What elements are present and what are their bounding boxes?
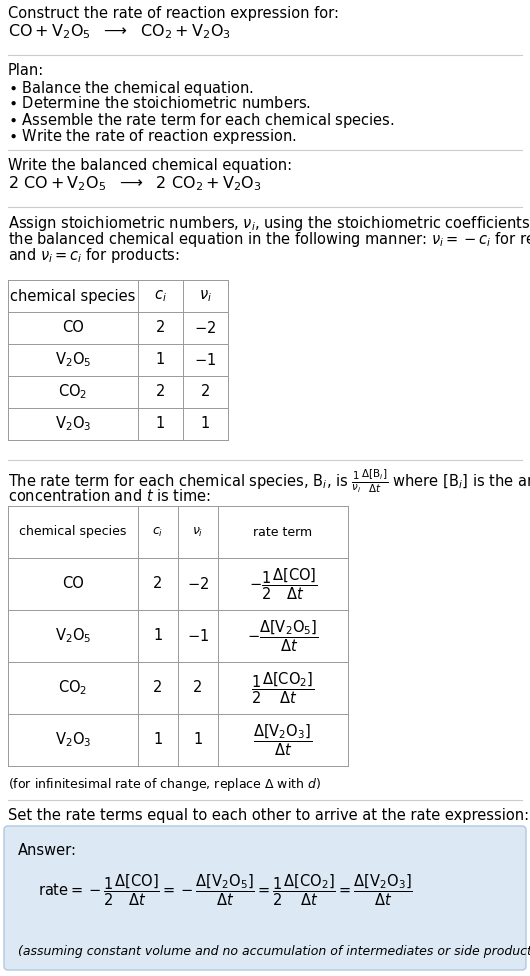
Text: 1: 1 xyxy=(193,733,202,748)
Text: $\dfrac{1}{2}\dfrac{\Delta[\mathrm{CO_2}]}{\Delta t}$: $\dfrac{1}{2}\dfrac{\Delta[\mathrm{CO_2}… xyxy=(251,671,315,706)
Text: 2: 2 xyxy=(153,577,163,591)
Text: chemical species: chemical species xyxy=(19,525,127,539)
Text: V$_2$O$_5$: V$_2$O$_5$ xyxy=(55,350,91,369)
Text: $\mathrm{rate} = -\dfrac{1}{2}\dfrac{\Delta[\mathrm{CO}]}{\Delta t} = -\dfrac{\D: $\mathrm{rate} = -\dfrac{1}{2}\dfrac{\De… xyxy=(38,872,413,908)
Text: rate term: rate term xyxy=(253,525,313,539)
Text: and $\nu_i = c_i$ for products:: and $\nu_i = c_i$ for products: xyxy=(8,246,180,265)
Text: $c_i$: $c_i$ xyxy=(152,525,164,539)
Text: $\bullet$ Balance the chemical equation.: $\bullet$ Balance the chemical equation. xyxy=(8,79,253,98)
Text: $-\dfrac{\Delta[\mathrm{V_2O_5}]}{\Delta t}$: $-\dfrac{\Delta[\mathrm{V_2O_5}]}{\Delta… xyxy=(248,618,319,654)
Text: CO$_2$: CO$_2$ xyxy=(58,383,87,401)
Text: 2: 2 xyxy=(156,385,165,399)
Text: 2: 2 xyxy=(201,385,210,399)
Text: $c_i$: $c_i$ xyxy=(154,288,167,304)
Text: $-1$: $-1$ xyxy=(187,628,209,644)
Text: Set the rate terms equal to each other to arrive at the rate expression:: Set the rate terms equal to each other t… xyxy=(8,808,529,823)
Text: V$_2$O$_3$: V$_2$O$_3$ xyxy=(55,415,91,433)
Text: $-2$: $-2$ xyxy=(195,320,217,336)
Text: 1: 1 xyxy=(156,417,165,431)
Text: 1: 1 xyxy=(153,629,163,643)
Text: $\bullet$ Determine the stoichiometric numbers.: $\bullet$ Determine the stoichiometric n… xyxy=(8,95,311,111)
Text: The rate term for each chemical species, B$_i$, is $\frac{1}{\nu_i}\frac{\Delta[: The rate term for each chemical species,… xyxy=(8,468,530,496)
Text: V$_2$O$_3$: V$_2$O$_3$ xyxy=(55,731,91,750)
Text: CO: CO xyxy=(62,320,84,336)
Text: CO: CO xyxy=(62,577,84,591)
Text: Answer:: Answer: xyxy=(18,843,77,858)
Text: V$_2$O$_5$: V$_2$O$_5$ xyxy=(55,627,91,645)
Text: 2: 2 xyxy=(156,320,165,336)
Text: $\bullet$ Assemble the rate term for each chemical species.: $\bullet$ Assemble the rate term for eac… xyxy=(8,111,395,130)
Text: Plan:: Plan: xyxy=(8,63,44,78)
Text: $\nu_i$: $\nu_i$ xyxy=(199,288,212,304)
Text: $\nu_i$: $\nu_i$ xyxy=(192,525,204,539)
Text: 2: 2 xyxy=(153,680,163,696)
Text: $\dfrac{\Delta[\mathrm{V_2O_3}]}{\Delta t}$: $\dfrac{\Delta[\mathrm{V_2O_3}]}{\Delta … xyxy=(253,722,313,757)
Text: concentration and $t$ is time:: concentration and $t$ is time: xyxy=(8,488,211,504)
Text: Construct the rate of reaction expression for:: Construct the rate of reaction expressio… xyxy=(8,6,339,21)
Text: $-1$: $-1$ xyxy=(195,352,217,368)
FancyBboxPatch shape xyxy=(4,826,526,970)
Text: Write the balanced chemical equation:: Write the balanced chemical equation: xyxy=(8,158,292,173)
Text: 1: 1 xyxy=(153,733,163,748)
Text: 1: 1 xyxy=(156,352,165,368)
Text: 1: 1 xyxy=(201,417,210,431)
Text: (assuming constant volume and no accumulation of intermediates or side products): (assuming constant volume and no accumul… xyxy=(18,945,530,958)
Text: $\bullet$ Write the rate of reaction expression.: $\bullet$ Write the rate of reaction exp… xyxy=(8,127,297,146)
Text: 2: 2 xyxy=(193,680,202,696)
Text: Assign stoichiometric numbers, $\nu_i$, using the stoichiometric coefficients, $: Assign stoichiometric numbers, $\nu_i$, … xyxy=(8,214,530,233)
Text: the balanced chemical equation in the following manner: $\nu_i = -c_i$ for react: the balanced chemical equation in the fo… xyxy=(8,230,530,249)
Text: chemical species: chemical species xyxy=(10,289,136,304)
Text: $-2$: $-2$ xyxy=(187,576,209,592)
Text: $-\dfrac{1}{2}\dfrac{\Delta[\mathrm{CO}]}{\Delta t}$: $-\dfrac{1}{2}\dfrac{\Delta[\mathrm{CO}]… xyxy=(249,566,317,602)
Text: CO$_2$: CO$_2$ xyxy=(58,678,87,697)
Text: $\mathrm{2\ CO + V_2O_5\ \ \longrightarrow\ \ 2\ CO_2 + V_2O_3}$: $\mathrm{2\ CO + V_2O_5\ \ \longrightarr… xyxy=(8,174,262,192)
Text: (for infinitesimal rate of change, replace $\Delta$ with $d$): (for infinitesimal rate of change, repla… xyxy=(8,776,321,793)
Text: $\mathrm{CO + V_2O_5\ \ \longrightarrow\ \ CO_2 + V_2O_3}$: $\mathrm{CO + V_2O_5\ \ \longrightarrow\… xyxy=(8,22,231,41)
